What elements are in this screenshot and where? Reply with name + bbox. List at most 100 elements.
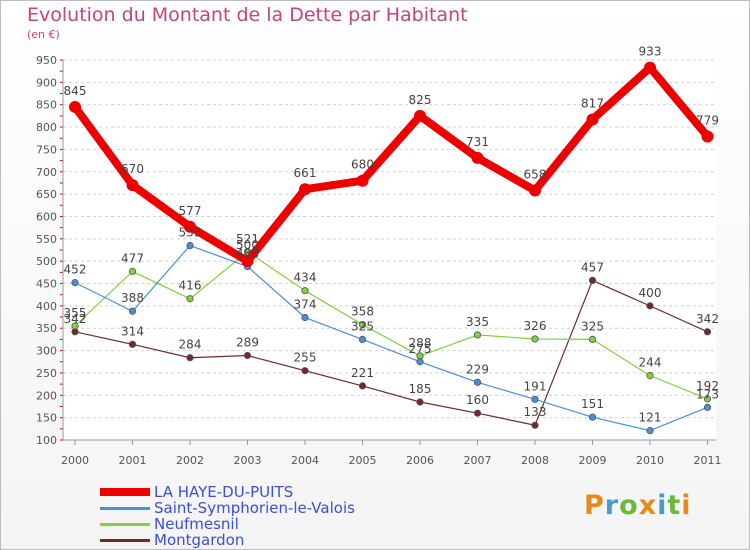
data-point <box>186 295 194 303</box>
data-label: 658 <box>524 168 547 182</box>
x-tick-label: 2008 <box>521 454 549 467</box>
logo-letter: o <box>619 490 639 521</box>
data-label: 731 <box>466 135 489 149</box>
legend-item: LA HAYE-DU-PUITS <box>100 483 355 501</box>
y-tick-label: 700 <box>36 166 57 179</box>
data-label: 933 <box>639 45 662 59</box>
legend: LA HAYE-DU-PUITS Saint-Symphorien-le-Valo… <box>100 483 355 549</box>
data-point <box>184 220 196 233</box>
data-label: 488 <box>236 247 259 261</box>
data-label: 133 <box>524 405 547 419</box>
data-label: 342 <box>64 312 87 326</box>
data-label: 358 <box>351 305 374 319</box>
data-label: 275 <box>409 342 432 356</box>
x-tick-label: 2011 <box>694 454 722 467</box>
data-label: 661 <box>294 166 317 180</box>
data-point <box>126 179 139 192</box>
data-label: 434 <box>294 271 317 285</box>
data-label: 191 <box>524 379 547 393</box>
data-point <box>241 255 254 268</box>
data-point <box>473 331 482 339</box>
legend-item: Neufmesnil <box>100 515 355 533</box>
data-label: 326 <box>524 319 547 333</box>
y-tick-label: 450 <box>36 278 57 291</box>
y-tick-label: 900 <box>36 76 57 89</box>
data-point <box>588 335 597 344</box>
legend-item: Montgardon <box>100 531 355 549</box>
data-label: 255 <box>294 351 317 365</box>
data-point <box>646 302 654 310</box>
data-label: 289 <box>236 336 259 350</box>
data-point <box>701 130 714 143</box>
y-tick-label: 250 <box>36 367 57 380</box>
data-point <box>531 395 539 403</box>
logo-letter: t <box>667 490 682 521</box>
x-tick-label: 2000 <box>61 454 89 467</box>
chart-title: Evolution du Montant de la Dette par Hab… <box>27 4 468 26</box>
data-label: 314 <box>121 324 144 338</box>
logo-letter: i <box>657 490 668 521</box>
data-label: 244 <box>639 356 662 370</box>
data-point <box>301 313 309 322</box>
data-label: 817 <box>581 96 604 110</box>
legend-item: Saint-Symphorien-le-Valois <box>100 499 355 517</box>
y-tick-label: 350 <box>36 322 57 335</box>
data-point <box>301 287 309 295</box>
data-label: 825 <box>409 93 432 107</box>
data-point <box>588 276 597 284</box>
data-label: 151 <box>581 397 604 411</box>
data-point <box>473 378 482 386</box>
data-label: 535 <box>179 226 202 240</box>
x-tick-label: 2004 <box>291 454 319 467</box>
data-point <box>358 382 367 390</box>
data-point <box>586 113 599 126</box>
y-tick-label: 550 <box>36 233 57 246</box>
series-line <box>74 279 709 426</box>
y-tick-label: 800 <box>36 121 57 134</box>
logo-letter: P <box>584 490 605 521</box>
data-label: 416 <box>179 279 202 293</box>
data-point <box>588 413 597 421</box>
data-point <box>71 279 79 287</box>
data-label: 160 <box>466 393 489 407</box>
x-tick-label: 2007 <box>464 454 492 467</box>
legend-swatch <box>100 506 150 510</box>
legend-label: Saint-Symphorien-le-Valois <box>154 499 355 517</box>
legend-swatch <box>100 538 150 542</box>
data-point <box>644 61 656 74</box>
series-line <box>71 63 712 266</box>
x-tick-label: 2005 <box>349 454 377 467</box>
data-label: 577 <box>179 204 202 218</box>
data-point <box>243 351 252 360</box>
data-point <box>186 354 194 362</box>
data-point <box>358 335 367 344</box>
y-tick-label: 200 <box>36 389 57 402</box>
data-point <box>646 427 654 435</box>
x-tick-label: 2009 <box>579 454 607 467</box>
data-label: 288 <box>409 336 432 350</box>
data-label: 457 <box>581 260 604 274</box>
data-point <box>186 241 194 250</box>
data-label: 500 <box>236 238 259 252</box>
y-tick-label: 850 <box>36 99 57 112</box>
y-tick-label: 750 <box>36 143 57 156</box>
data-point <box>416 398 424 406</box>
data-label: 521 <box>236 232 259 246</box>
data-label: 342 <box>696 312 719 326</box>
data-label: 335 <box>466 315 489 329</box>
data-label: 680 <box>351 158 374 172</box>
proxiti-logo: Proxiti <box>584 490 692 521</box>
data-point <box>301 367 309 375</box>
data-label: 388 <box>121 291 144 305</box>
data-point <box>71 322 79 330</box>
data-label: 185 <box>409 382 432 396</box>
data-point <box>703 395 712 403</box>
logo-letter: r <box>604 490 620 521</box>
data-point <box>416 358 424 366</box>
data-point <box>471 151 484 164</box>
x-tick-label: 2006 <box>406 454 434 467</box>
data-point <box>358 321 367 329</box>
data-label: 477 <box>121 251 144 265</box>
data-point <box>128 307 137 315</box>
